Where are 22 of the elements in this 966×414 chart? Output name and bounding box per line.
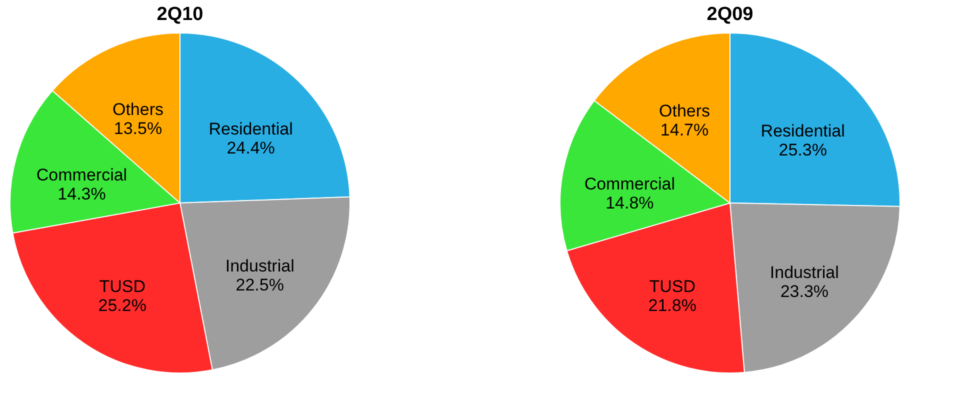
slice-label: Residential [760,122,845,141]
data-label: 24.4% [226,138,275,158]
slice-label: Commercial [36,166,128,185]
data-label: 14.7% [660,120,709,140]
data-label: 22.5% [236,275,284,294]
slice-label: TUSD [99,277,146,296]
slice-label: Industrial [225,256,294,276]
data-label: 23.3% [780,282,829,301]
data-label: 21.8% [648,296,696,316]
data-label: 25.2% [98,296,146,316]
chart-title: 2Q10 [156,4,204,25]
slice-label: Industrial [770,262,839,282]
slice-label: Others [658,102,710,121]
data-label: 25.3% [778,140,827,160]
data-label: 14.8% [606,194,654,213]
data-label: 13.5% [114,119,162,138]
chart-title: 2Q09 [706,4,754,25]
slice-label: Residential [208,120,293,139]
slice-label: Others [112,100,164,120]
slice-label: Commercial [584,174,676,194]
slice-label: TUSD [649,277,696,296]
data-label: 14.3% [58,184,106,204]
